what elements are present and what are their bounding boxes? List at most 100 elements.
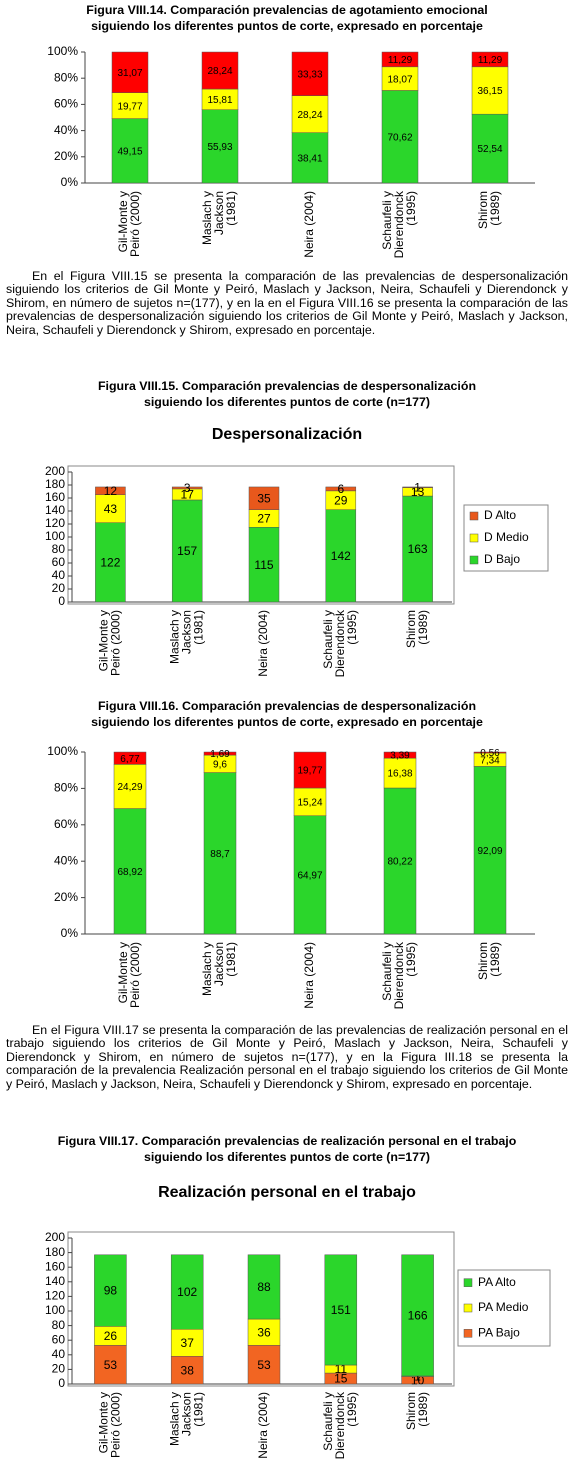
data-label: 35 [257,491,271,505]
bar-segment [247,1254,281,1320]
y-tick-label: 40 [52,568,66,582]
legend-swatch [463,1303,473,1313]
data-label: 11,29 [478,55,503,66]
legend-label: PA Alto [478,1275,516,1289]
data-label: 36 [257,1325,271,1339]
y-tick-label: 160 [45,1259,65,1273]
data-label: 43 [104,502,118,516]
x-tick-label: Schaufeli y [321,1392,335,1451]
legend-swatch [469,555,479,565]
x-tick-label: Gil-Monte y [116,191,130,252]
data-label: 70,62 [387,132,412,143]
figure-caption: Figura VIII.14. Comparación prevalencias… [86,3,488,17]
y-tick-label: 100% [47,744,78,758]
x-tick-label: (1995) [345,1392,359,1427]
data-label: 49,15 [117,146,142,157]
y-tick-label: 0% [61,175,79,189]
plot-frame [67,1231,455,1387]
data-label: 27 [257,512,271,526]
data-label: 88,7 [210,849,230,860]
bar-segment [325,509,357,603]
y-tick-label: 80 [52,1318,66,1332]
legend-label: D Alto [484,508,516,522]
data-label: 92,09 [477,846,502,857]
bar-segment [94,1254,127,1327]
data-label: 37 [181,1336,195,1350]
plot-frame [67,465,455,605]
bar-segment [383,757,417,789]
bar-segment [201,109,239,184]
x-tick-label: (1989) [416,1392,430,1427]
bar-segment [94,1345,127,1385]
data-label: 15,24 [297,798,322,809]
figure-caption: siguiendo los diferentes puntos de corte… [91,715,483,729]
bar-segment [203,772,237,935]
x-tick-label: Neira (2004) [302,942,316,1009]
bar-segment [113,808,147,935]
x-tick-label: Gil-Monte y [97,1392,111,1453]
data-label: 10 [411,1374,425,1388]
x-tick-label: (1981) [224,191,238,226]
data-label: 7,34 [480,755,500,766]
y-tick-label: 200 [45,464,65,478]
bar-segment [293,815,327,935]
bar-segment [111,118,149,184]
bar-segment [248,486,280,510]
bar-segment [111,51,149,93]
x-tick-label: Peiró (2000) [109,1392,123,1458]
bar-segment [402,486,433,488]
y-tick-label: 140 [45,503,65,517]
y-tick-label: 20% [54,890,78,904]
y-tick-label: 180 [45,1245,65,1259]
data-label: 122 [100,556,120,570]
bar-segment [247,1345,281,1385]
legend-label: D Medio [484,530,529,544]
bar-segment [473,766,507,935]
x-tick-label: Shirom [404,1392,418,1430]
data-label: 55,93 [207,142,232,153]
y-tick-label: 80 [52,542,66,556]
bar-segment [113,751,147,765]
data-label: 29 [334,493,348,507]
bar-segment [113,764,147,809]
data-label: 1 [414,480,421,494]
data-label: 6,77 [120,754,140,765]
data-label: 157 [177,544,197,558]
x-tick-label: Dierendonck [333,1391,347,1459]
bar-segment [324,1254,358,1366]
legend-label: D Bajo [484,552,520,566]
y-tick-label: 60% [54,97,78,111]
paragraph: En el Figura VIII.17 se presenta la comp… [6,1023,568,1091]
bar-segment [170,1329,204,1357]
data-label: 11,29 [388,55,413,66]
y-tick-label: 80% [54,781,78,795]
data-label: 36,15 [477,86,502,97]
x-tick-label: Dierendonck [392,190,406,258]
y-tick-label: 60 [52,1332,66,1346]
bar-segment [471,51,509,68]
bar-segment [473,751,507,754]
x-tick-label: Peiró (2000) [128,942,142,1008]
data-label: 88 [257,1280,271,1294]
legend-frame [463,504,549,572]
legend-swatch [463,1329,473,1338]
x-tick-label: (1981) [191,610,205,645]
legend-label: PA Medio [478,1300,529,1314]
y-tick-label: 40% [54,853,78,867]
data-label: 16,38 [387,769,412,780]
legend-frame [457,1269,551,1347]
figure-caption: Figura VIII.15. Comparación prevalencias… [97,379,477,393]
x-tick-label: Maslach y [167,1392,181,1446]
data-label: 13 [411,485,425,499]
x-tick-label: (1989) [488,191,502,226]
data-label: 19,77 [297,766,322,777]
y-tick-label: 0 [58,1376,65,1390]
x-tick-label: Neira (2004) [302,191,316,258]
bar-segment [111,92,149,119]
data-label: 28,24 [207,66,232,77]
legend-swatch [469,533,479,543]
bar-segment [383,751,417,759]
x-tick-label: Jackson [179,1392,193,1436]
